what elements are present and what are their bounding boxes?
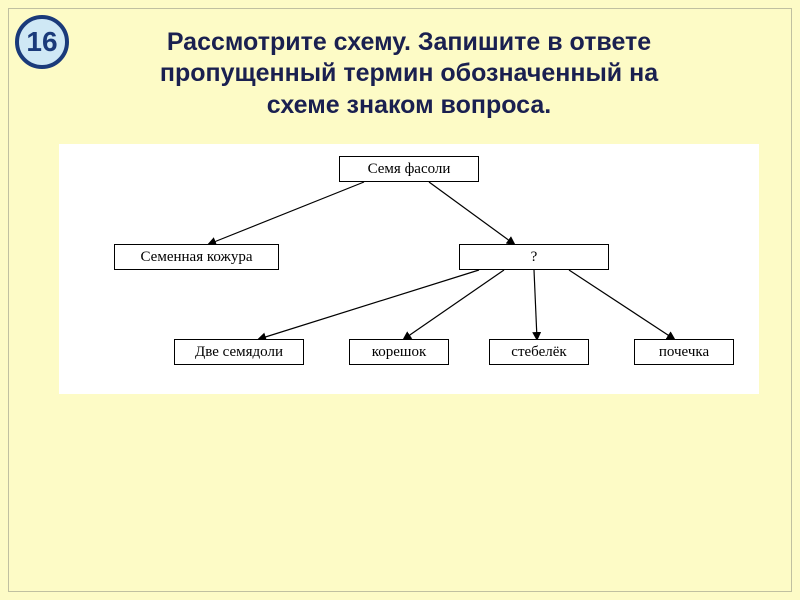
node-coat: Семенная кожура bbox=[114, 244, 279, 270]
edge-q-stem bbox=[534, 270, 537, 339]
question-number: 16 bbox=[26, 26, 57, 58]
node-cotyl: Две семядоли bbox=[174, 339, 304, 365]
node-stem: стебелёк bbox=[489, 339, 589, 365]
slide-frame: 16 Рассмотрите схему. Запишите в ответе … bbox=[8, 8, 792, 592]
question-number-badge: 16 bbox=[15, 15, 69, 69]
node-bud: почечка bbox=[634, 339, 734, 365]
edge-root-q bbox=[429, 182, 514, 244]
question-title: Рассмотрите схему. Запишите в ответе про… bbox=[69, 27, 749, 121]
title-line-2: пропущенный термин обозначенный на bbox=[69, 58, 749, 89]
title-line-1: Рассмотрите схему. Запишите в ответе bbox=[69, 27, 749, 58]
title-line-3: схеме знаком вопроса. bbox=[69, 90, 749, 121]
edge-q-radicle bbox=[404, 270, 504, 339]
node-q: ? bbox=[459, 244, 609, 270]
diagram-panel: Семя фасоли Семенная кожура? Две семядоли к… bbox=[59, 144, 759, 394]
node-radicle: корешок bbox=[349, 339, 449, 365]
node-root: Семя фасоли bbox=[339, 156, 479, 182]
edge-root-coat bbox=[209, 182, 364, 244]
edge-q-cotyl bbox=[259, 270, 479, 339]
edge-q-bud bbox=[569, 270, 674, 339]
